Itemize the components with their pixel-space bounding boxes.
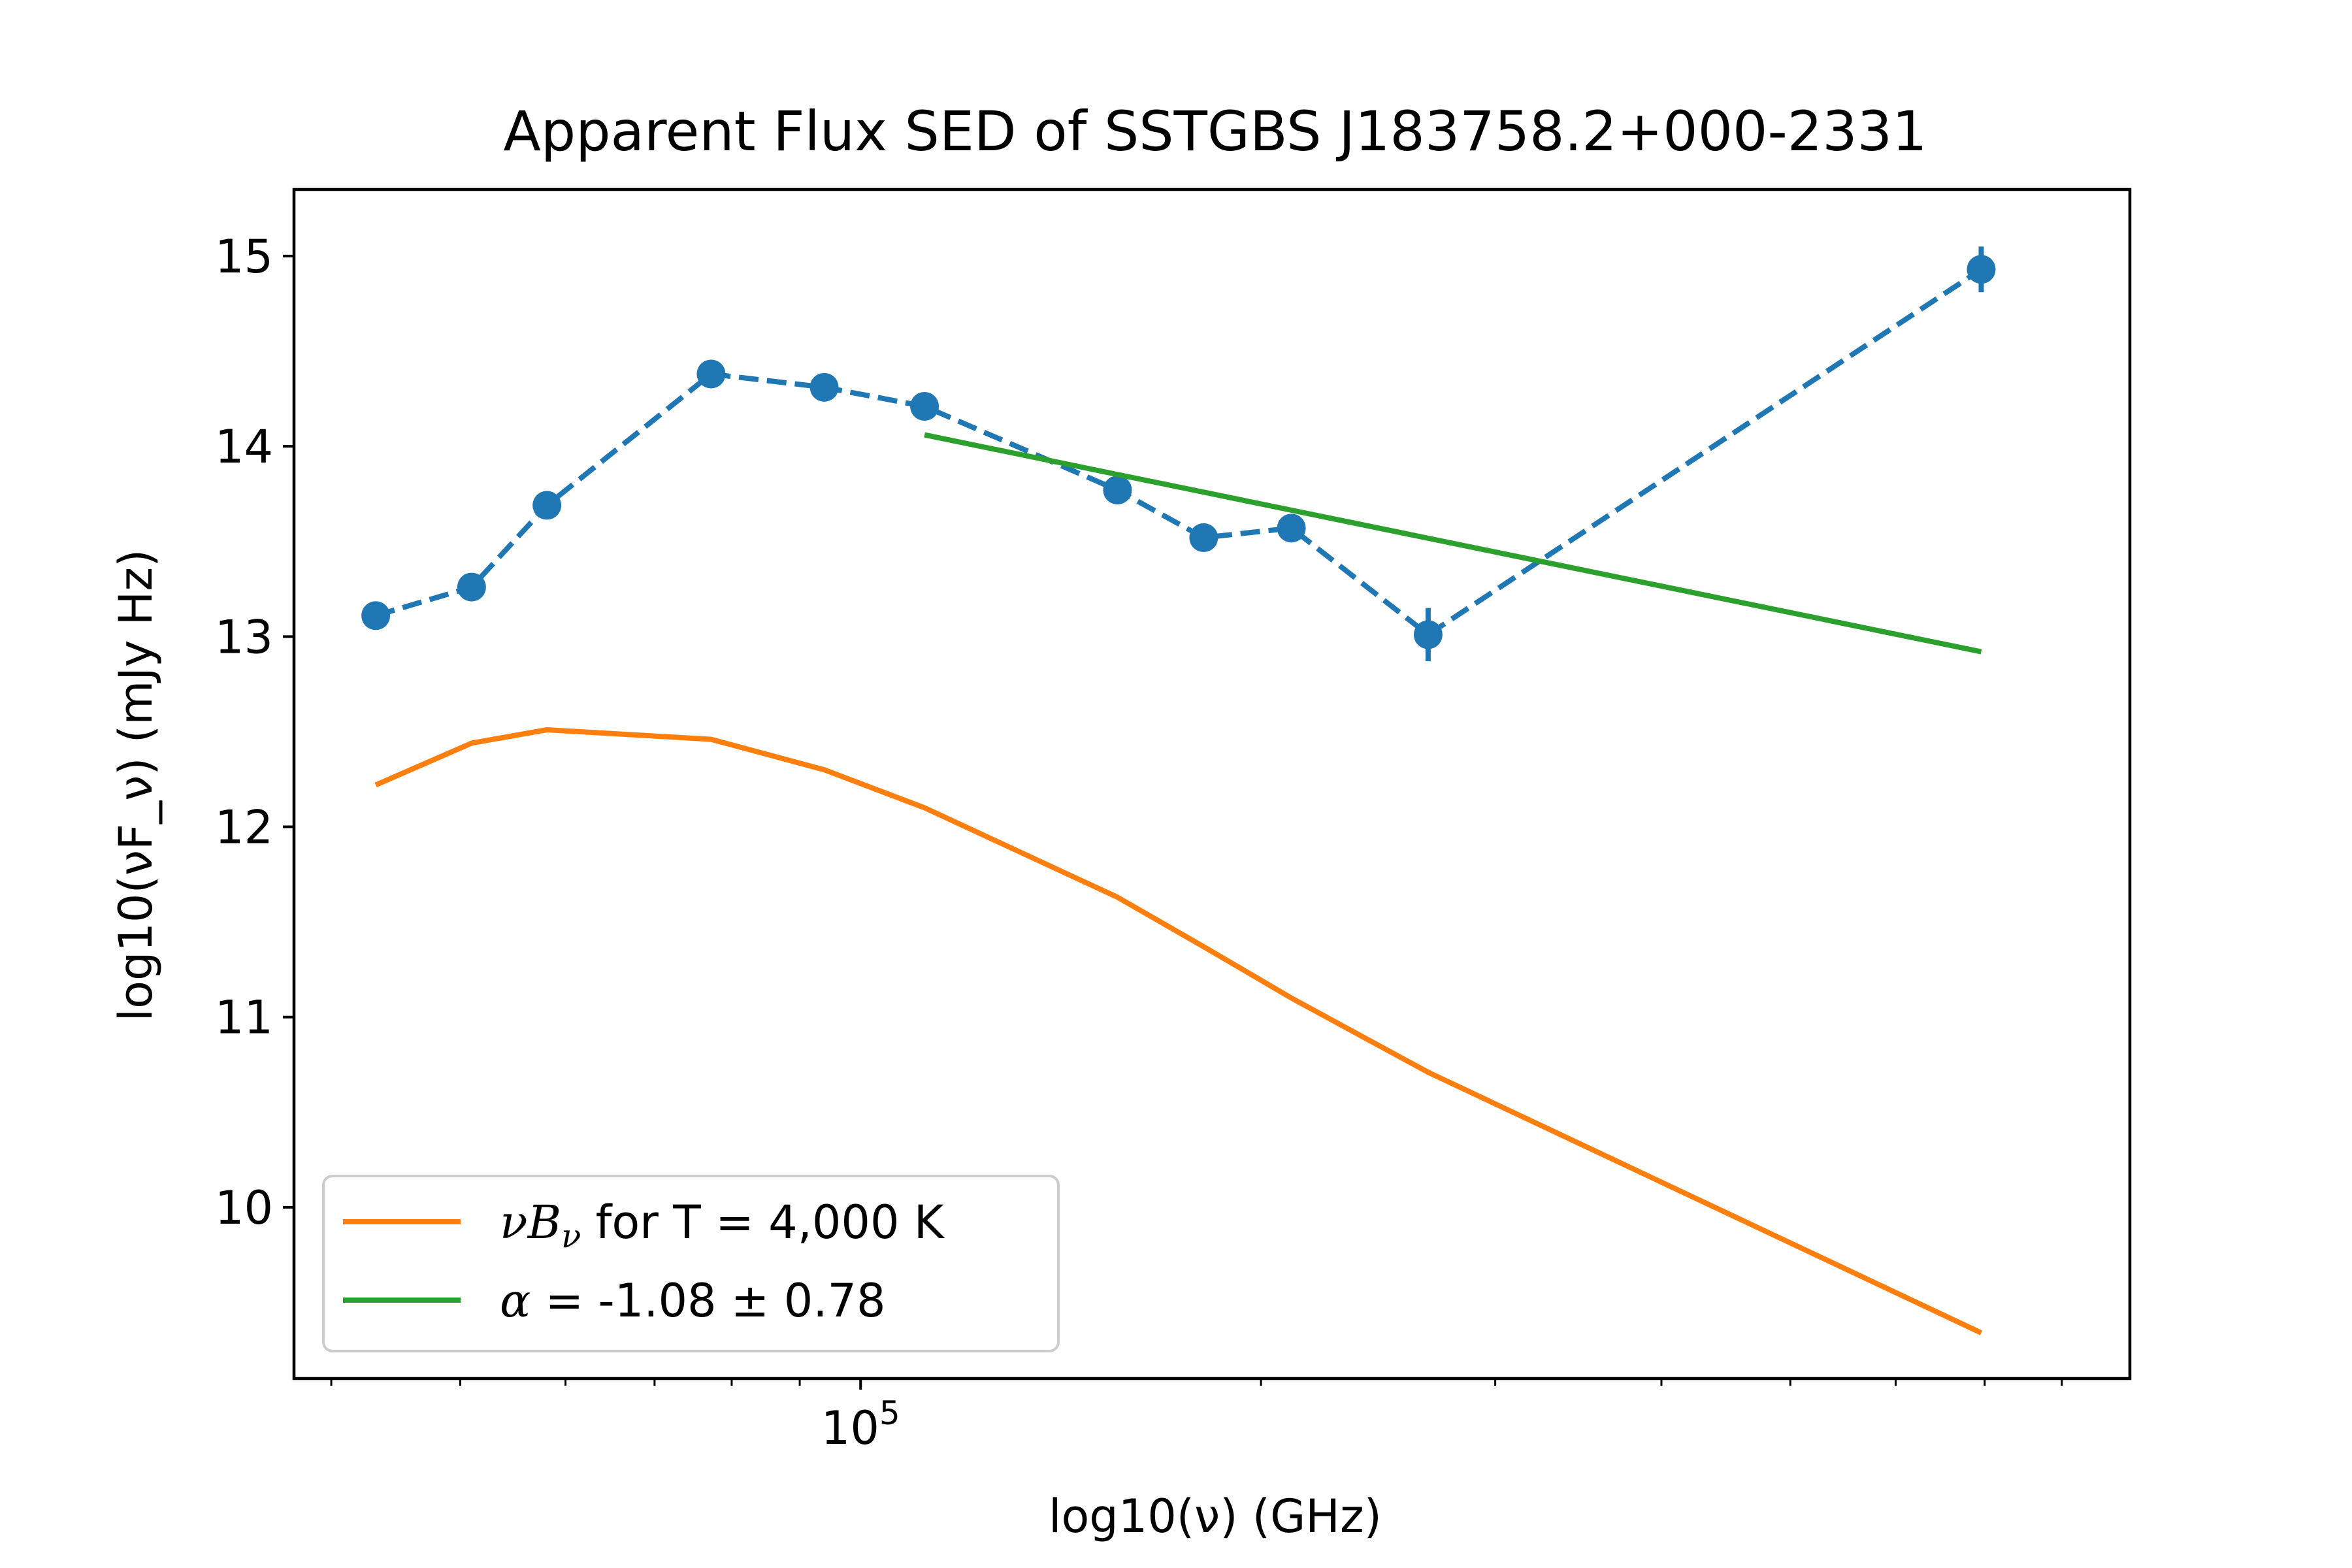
y-axis-label: log10(νF_ν) (mJy Hz) (109, 549, 163, 1022)
y-tick-label: 11 (215, 991, 273, 1045)
data-point (1413, 620, 1443, 649)
data-point (361, 601, 391, 630)
y-tick-label: 12 (215, 801, 273, 855)
plot-area (361, 246, 1996, 1335)
x-axis-ticks: 105 (330, 1379, 2063, 1455)
chart-title: Apparent Flux SED of SSTGBS J183758.2+00… (503, 99, 1927, 163)
legend: νBν for T = 4,000 K α = -1.08 ± 0.78 (322, 1175, 1060, 1352)
plot-frame (292, 188, 2132, 1380)
data-point (1189, 523, 1218, 552)
series-line-blackbody (374, 727, 1983, 1335)
legend-label-blackbody: νBν for T = 4,000 K (500, 1196, 945, 1255)
y-tick-label: 13 (215, 610, 273, 664)
data-point (532, 491, 562, 520)
x-tick-label: 105 (821, 1394, 900, 1455)
y-tick-label: 10 (215, 1181, 273, 1235)
data-point (1967, 255, 1996, 284)
data-point (1277, 514, 1306, 543)
data-point (1103, 476, 1132, 505)
y-axis-ticks: 10 11 12 13 14 15 (215, 230, 294, 1235)
data-point (457, 572, 486, 602)
y-tick-label: 14 (215, 420, 273, 474)
y-tick-label: 15 (215, 230, 273, 284)
legend-box (322, 1175, 1060, 1352)
series-line-fit (924, 432, 1982, 655)
data-point (910, 391, 939, 421)
data-point (696, 359, 726, 389)
legend-label-fit: α = -1.08 ± 0.78 (500, 1274, 886, 1328)
data-point (809, 372, 839, 402)
x-axis-label: log10(ν) (GHz) (1049, 1490, 1382, 1543)
